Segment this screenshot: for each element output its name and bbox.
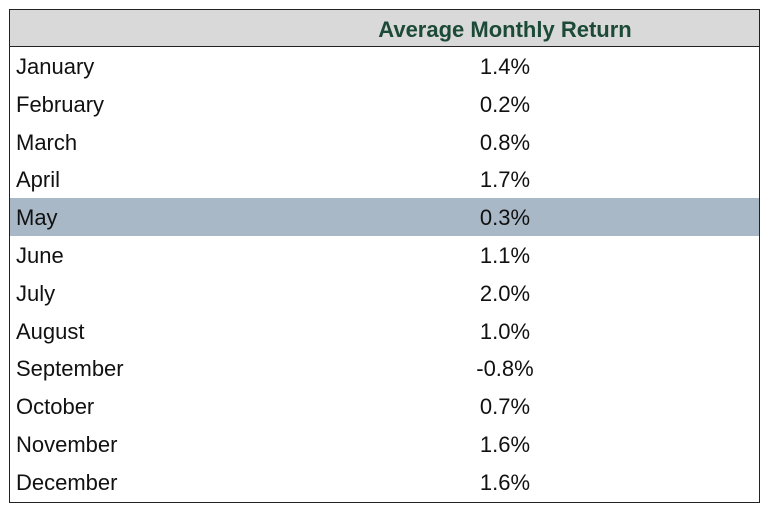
month-label: August: [16, 318, 85, 344]
month-label: February: [16, 91, 105, 117]
month-label: December: [16, 469, 118, 495]
month-label: March: [16, 129, 78, 155]
return-value: 1.0%: [479, 318, 531, 344]
return-value: 1.6%: [479, 432, 531, 457]
return-value: 0.2%: [479, 91, 531, 117]
table-row: April 1.7%: [10, 160, 759, 198]
return-value: 0.3%: [479, 205, 531, 231]
table-row: August 1.0%: [10, 312, 759, 350]
table-row: June 1.1%: [10, 236, 759, 274]
table-row: February 0.2%: [10, 85, 759, 123]
table-row: January 1.4%: [10, 47, 759, 85]
return-value: 1.6%: [479, 469, 531, 495]
return-value: 1.1%: [479, 243, 531, 268]
month-label: October: [16, 394, 95, 420]
monthly-return-table: Average Monthly Return January 1.4% Februa…: [9, 9, 760, 503]
table-row: September -0.8%: [10, 349, 759, 387]
return-value: 1.7%: [479, 167, 531, 193]
month-label: April: [16, 167, 61, 193]
table-row: May 0.3%: [10, 198, 759, 236]
table-row: July 2.0%: [10, 274, 759, 312]
month-label: November: [16, 432, 118, 457]
column-header-average-monthly-return: Average Monthly Return: [378, 17, 632, 42]
month-label: May: [16, 205, 58, 231]
month-label: July: [16, 280, 56, 306]
return-value: 2.0%: [479, 280, 531, 306]
table-row: October 0.7%: [10, 387, 759, 425]
table-row: December 1.6%: [10, 463, 759, 501]
month-label: September: [16, 356, 124, 382]
table-row: March 0.8%: [10, 123, 759, 161]
table-header: Average Monthly Return: [10, 10, 759, 47]
table-row: November 1.6%: [10, 425, 759, 463]
return-value: 0.8%: [479, 129, 531, 155]
month-label: January: [16, 54, 95, 79]
return-value: -0.8%: [476, 356, 534, 382]
return-value: 1.4%: [479, 54, 531, 79]
return-value: 0.7%: [479, 394, 531, 420]
month-label: June: [16, 243, 64, 268]
